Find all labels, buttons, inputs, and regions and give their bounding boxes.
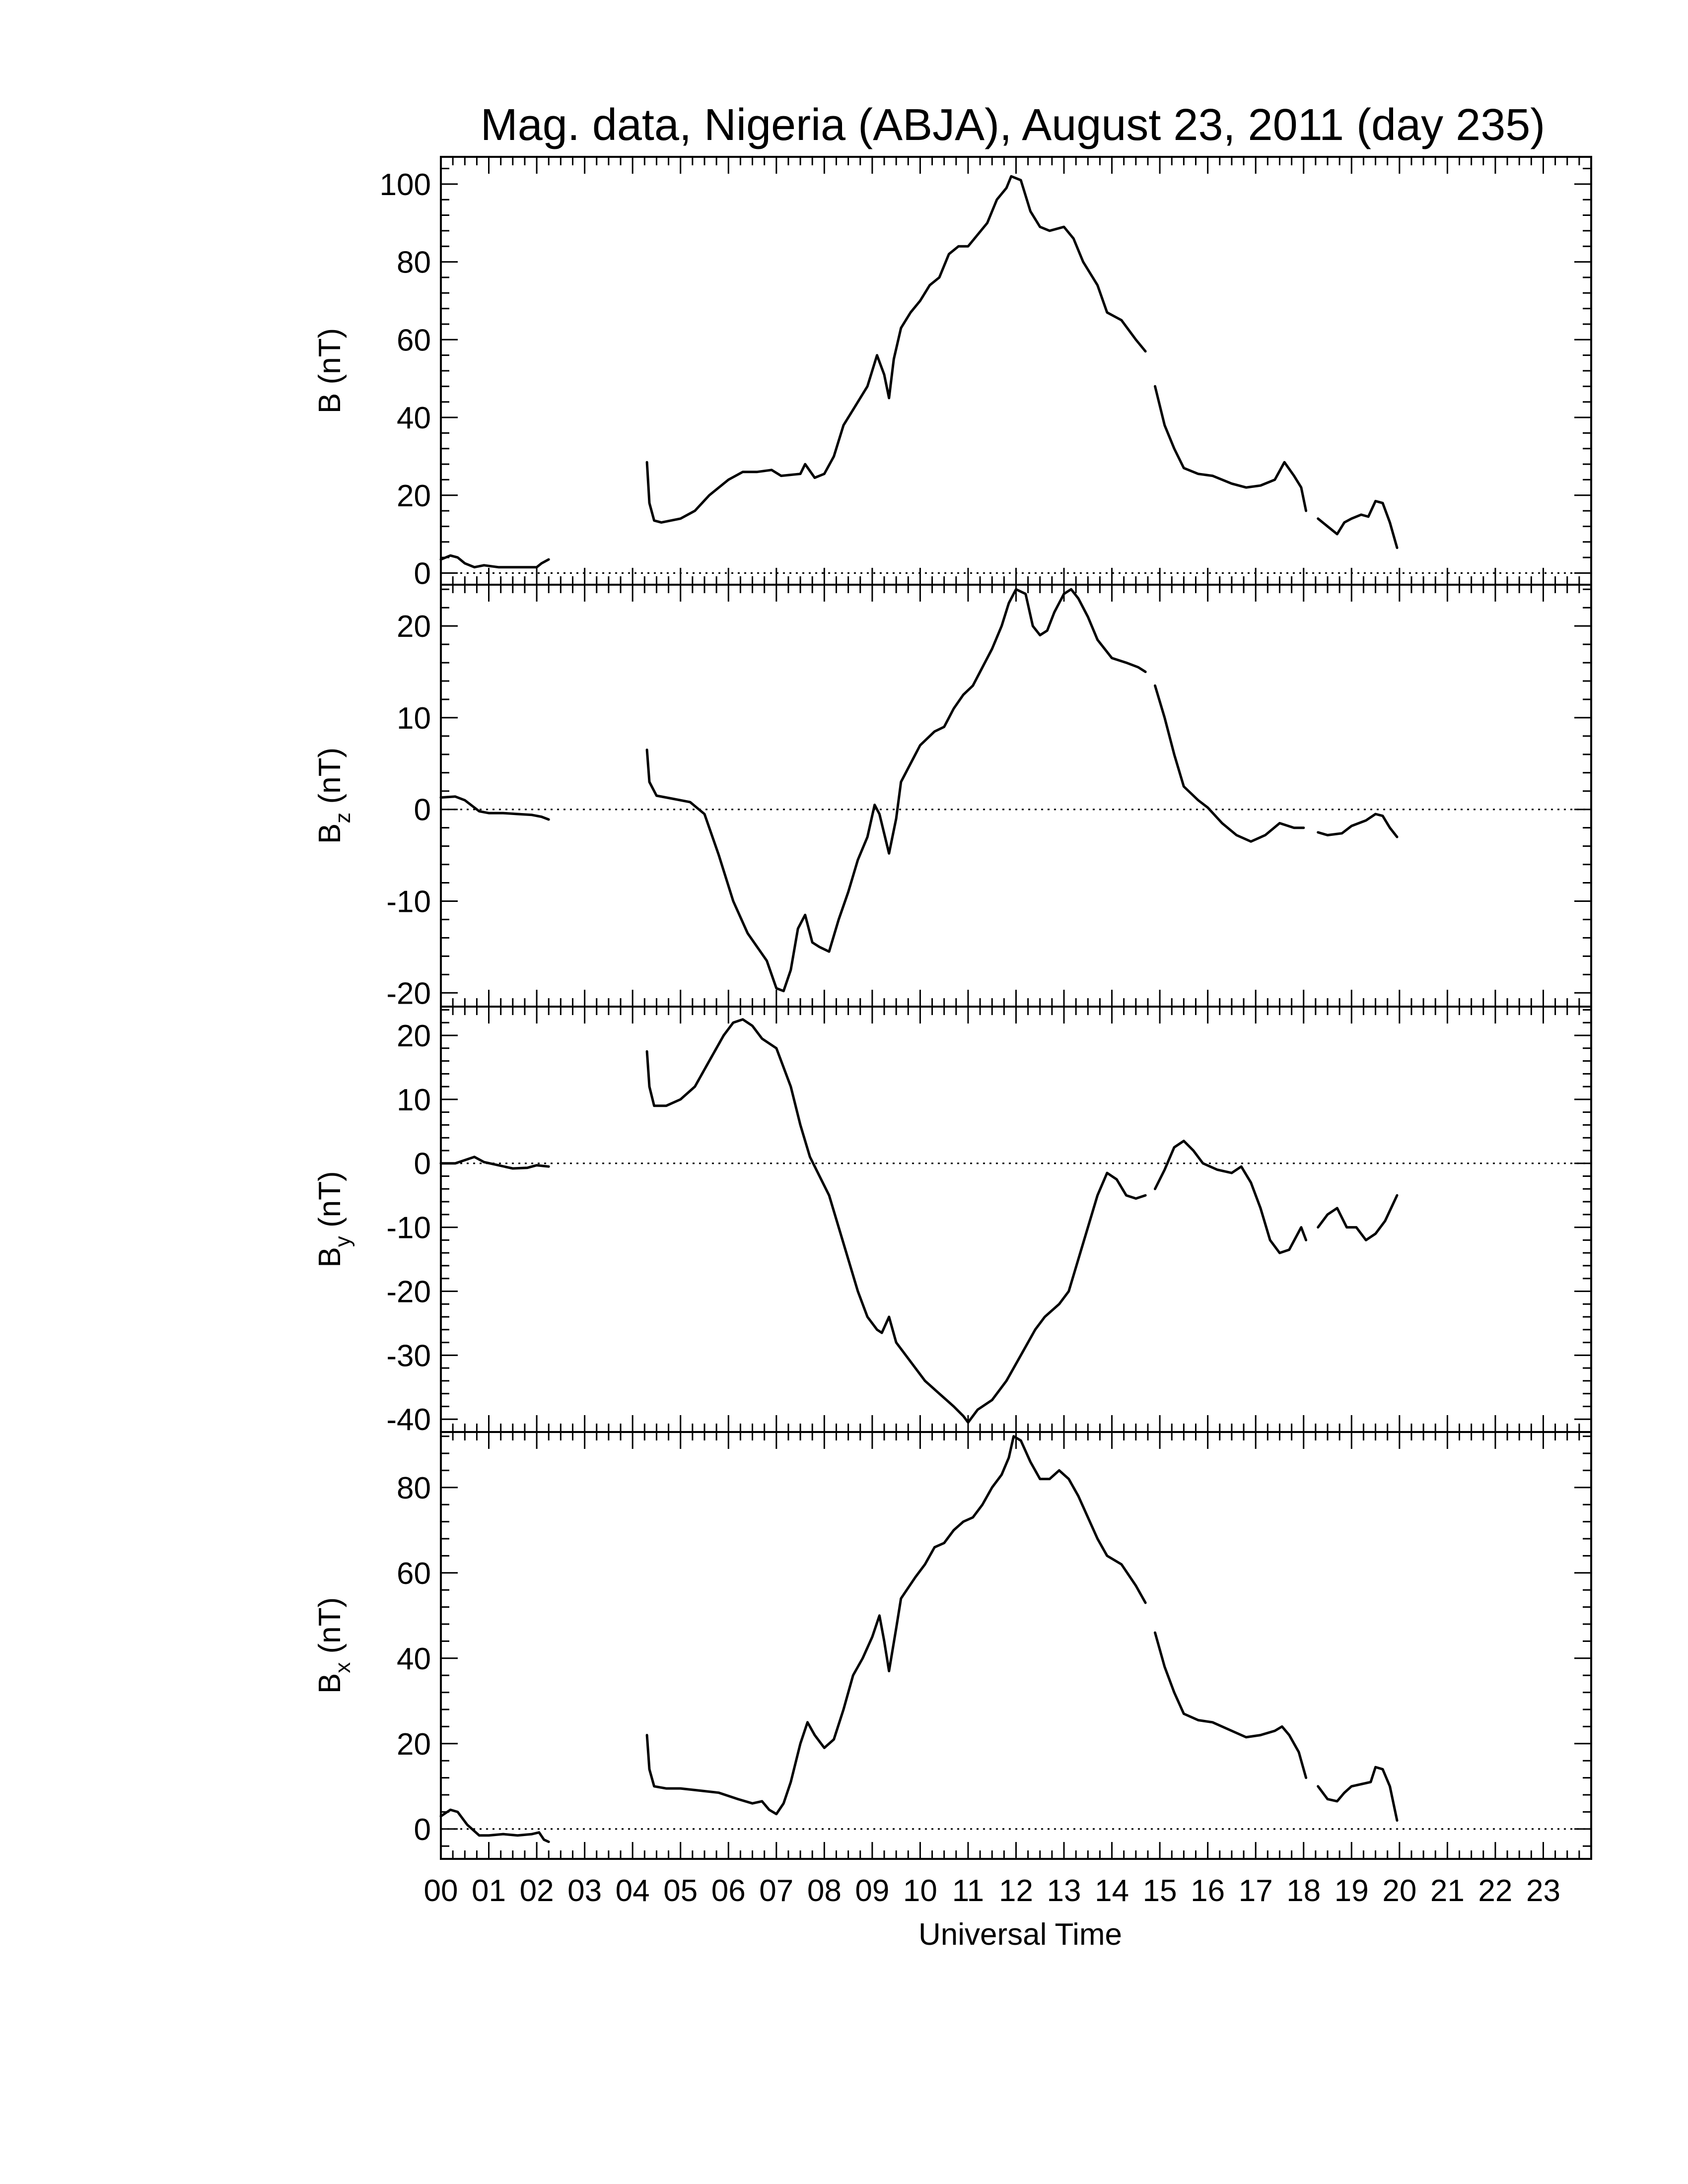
x-tick-label: 00 — [424, 1874, 458, 1908]
y-tick-label: -30 — [386, 1339, 431, 1373]
x-tick-label: 23 — [1526, 1874, 1560, 1908]
x-tick-label: 19 — [1335, 1874, 1369, 1908]
series-line-By — [1154, 1140, 1308, 1254]
x-tick-label: 08 — [807, 1874, 842, 1908]
y-tick-label: 20 — [397, 1727, 431, 1762]
x-tick-label: 20 — [1382, 1874, 1416, 1908]
x-tick-label: 17 — [1239, 1874, 1273, 1908]
series-line-Bz — [1317, 813, 1399, 838]
y-axis-label-B: B (nT) — [313, 328, 347, 413]
panel-B: 0 20 40 60 80 100 B (nT) — [313, 156, 1592, 591]
series-line-Bx — [1317, 1766, 1399, 1822]
y-tick-label: 80 — [397, 246, 431, 280]
y-tick-label: 40 — [397, 1642, 431, 1676]
x-tick-label: 02 — [520, 1874, 554, 1908]
y-tick-label: -10 — [386, 885, 431, 919]
y-tick-label: 80 — [397, 1471, 431, 1505]
y-tick-label: 10 — [397, 1083, 431, 1117]
panel-Bz: -20 -10 0 10 20 Bz (nT) — [313, 584, 1592, 1011]
series-line-By — [645, 1018, 1147, 1424]
y-tick-label: 60 — [397, 323, 431, 357]
series-line-Bz — [1154, 684, 1305, 843]
x-tick-label: 06 — [711, 1874, 746, 1908]
series-line-By — [439, 1156, 550, 1170]
series-line-Bz — [645, 588, 1147, 993]
panel-By: -40 -30 -20 -10 0 10 20 By (nT) — [313, 1006, 1592, 1437]
series-line-B — [645, 175, 1147, 524]
panel-frame — [440, 1006, 1592, 1433]
series-line-Bz — [439, 795, 550, 821]
series-line-B — [1154, 385, 1308, 512]
y-tick-label: 0 — [414, 1147, 431, 1181]
x-axis-label: Universal Time — [918, 1917, 1122, 1952]
panel-frame — [440, 584, 1592, 1008]
series-line-By — [1317, 1194, 1399, 1241]
series-line-Bx — [439, 1808, 550, 1843]
y-axis-label-Bz: Bz (nT) — [313, 748, 355, 844]
x-tick-label: 07 — [759, 1874, 793, 1908]
y-tick-label: -20 — [386, 1275, 431, 1309]
y-tick-label: 20 — [397, 1019, 431, 1053]
x-tick-label: 10 — [903, 1874, 937, 1908]
x-tick-label: 03 — [567, 1874, 602, 1908]
x-tick-label: 11 — [952, 1874, 984, 1908]
y-tick-label: 20 — [397, 479, 431, 513]
y-tick-label: -20 — [386, 976, 431, 1011]
panel-frame — [440, 1431, 1592, 1860]
y-axis-label-Bx: Bx (nT) — [313, 1597, 355, 1694]
panel-Bx: 0 20 40 60 80 Bx (nT) — [313, 1431, 1592, 1860]
y-tick-label: 20 — [397, 610, 431, 644]
series-line-Bx — [1154, 1631, 1308, 1779]
x-tick-label: 13 — [1047, 1874, 1081, 1908]
x-tick-label: 16 — [1191, 1874, 1225, 1908]
x-tick-label: 22 — [1478, 1874, 1512, 1908]
y-tick-label: 0 — [414, 793, 431, 827]
x-tick-label: 12 — [999, 1874, 1033, 1908]
x-tick-label: 15 — [1143, 1874, 1177, 1908]
y-tick-label: 40 — [397, 401, 431, 435]
series-line-B — [1317, 500, 1399, 549]
y-axis-label-By: By (nT) — [313, 1171, 355, 1267]
x-tick-label: 01 — [472, 1874, 506, 1908]
y-tick-label: 0 — [414, 556, 431, 591]
y-tick-label: 0 — [414, 1813, 431, 1847]
panel-frame — [440, 156, 1592, 586]
y-tick-label: 60 — [397, 1557, 431, 1591]
x-axis-tick-labels: 00 01 02 03 04 05 06 07 08 09 10 11 12 13 14 15 16 17 18 19… — [424, 1874, 1560, 1908]
x-tick-label: 14 — [1095, 1874, 1129, 1908]
y-tick-label: 10 — [397, 701, 431, 736]
x-tick-label: 09 — [855, 1874, 889, 1908]
y-tick-label: 100 — [380, 168, 431, 202]
y-tick-label: -40 — [386, 1403, 431, 1437]
chart-title: Mag. data, Nigeria (ABJA), August 23, 20… — [481, 100, 1546, 150]
series-line-Bx — [645, 1435, 1147, 1816]
x-tick-label: 18 — [1286, 1874, 1321, 1908]
x-tick-label: 21 — [1430, 1874, 1465, 1908]
x-tick-label: 05 — [663, 1874, 698, 1908]
x-tick-label: 04 — [616, 1874, 650, 1908]
y-tick-label: -10 — [386, 1211, 431, 1245]
series-line-B — [439, 554, 550, 569]
